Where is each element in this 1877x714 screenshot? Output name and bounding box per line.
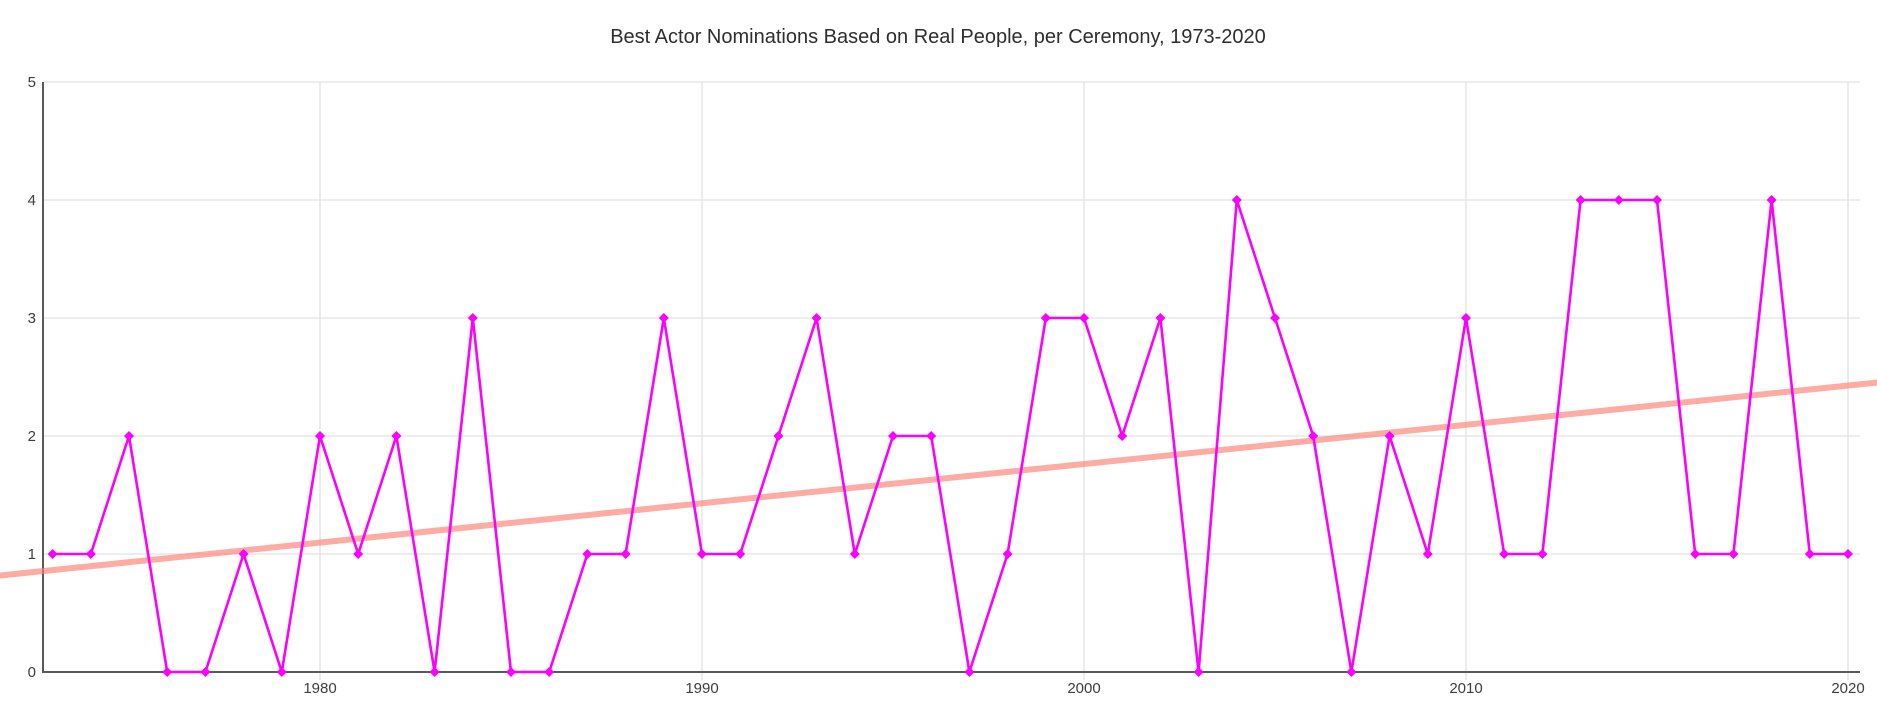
y-tick-label-0: 0	[28, 664, 36, 681]
data-point-1990	[697, 549, 707, 559]
data-point-2015	[1652, 195, 1662, 205]
x-tick-labels: 1980 1990 2000 2010 2020	[303, 680, 1864, 697]
data-point-1981	[353, 549, 364, 559]
data-point-2010	[1461, 313, 1471, 323]
x-tick-label-2000: 2000	[1067, 680, 1100, 697]
data-point-2011	[1499, 549, 1510, 559]
data-point-1997	[964, 667, 975, 677]
data-point-1989	[658, 313, 669, 323]
data-point-2000	[1079, 313, 1089, 323]
data-point-2017	[1728, 549, 1739, 559]
y-tick-labels: 0 1 2 3 4 5	[28, 74, 36, 681]
chart-title: Best Actor Nominations Based on Real Peo…	[610, 26, 1266, 48]
series-path	[52, 198, 1848, 674]
axes	[42, 82, 1860, 673]
x-tick-label-1990: 1990	[685, 680, 718, 697]
data-point-2016	[1690, 549, 1701, 559]
y-tick-label-5: 5	[28, 74, 36, 91]
series-layer	[47, 195, 1853, 677]
y-tick-label-2: 2	[28, 428, 36, 445]
data-point-2019	[1804, 549, 1815, 559]
data-point-1977	[200, 667, 211, 677]
data-point-2007	[1346, 667, 1357, 677]
data-point-1991	[735, 549, 746, 559]
data-point-1993	[811, 313, 822, 323]
data-point-1988	[620, 549, 631, 559]
data-point-2018	[1766, 195, 1777, 205]
data-point-1995	[888, 431, 898, 441]
data-point-2009	[1422, 549, 1433, 559]
data-point-2004	[1231, 195, 1242, 205]
data-point-1978	[238, 549, 249, 559]
data-point-1986	[544, 667, 555, 677]
data-point-1985	[506, 667, 516, 677]
data-point-1980	[315, 431, 325, 441]
data-point-2020	[1843, 549, 1853, 559]
data-point-1973	[47, 549, 58, 559]
data-point-2008	[1384, 431, 1395, 441]
data-point-2014	[1613, 195, 1624, 205]
gridlines	[43, 81, 1860, 680]
data-point-2005	[1270, 313, 1280, 323]
data-point-1976	[162, 667, 173, 677]
y-tick-label-4: 4	[28, 192, 36, 209]
data-point-2006	[1308, 431, 1319, 441]
y-tick-label-3: 3	[28, 310, 36, 327]
data-point-1998	[1002, 549, 1013, 559]
data-point-1999	[1040, 313, 1051, 323]
x-tick-label-2020: 2020	[1831, 680, 1864, 697]
data-point-1996	[926, 431, 937, 441]
data-point-1984	[467, 313, 478, 323]
data-point-1983	[429, 667, 440, 677]
x-tick-label-1980: 1980	[303, 680, 336, 697]
data-point-2012	[1537, 549, 1548, 559]
data-point-2001	[1117, 431, 1128, 441]
y-tick-label-1: 1	[28, 546, 36, 563]
data-point-1974	[85, 549, 96, 559]
x-tick-label-2010: 2010	[1449, 680, 1482, 697]
data-point-1994	[849, 549, 860, 559]
data-point-1979	[276, 667, 287, 677]
data-point-2002	[1155, 313, 1166, 323]
data-point-1987	[582, 549, 593, 559]
data-point-2013	[1575, 195, 1586, 205]
data-point-2003	[1193, 667, 1204, 677]
data-point-1992	[773, 431, 784, 441]
data-point-1975	[124, 431, 134, 441]
data-point-1982	[391, 431, 402, 441]
